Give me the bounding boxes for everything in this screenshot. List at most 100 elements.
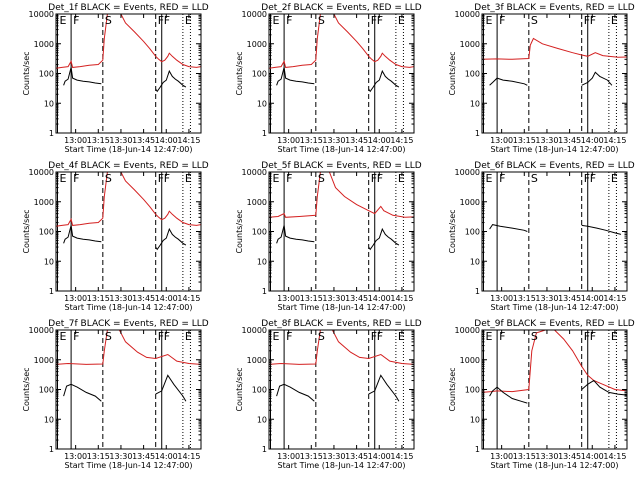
y-tick-label: 1 bbox=[262, 287, 267, 296]
x-tick-label: 13:15 bbox=[87, 452, 110, 461]
x-tick-label: 14:00 bbox=[368, 136, 391, 145]
lld-series-line bbox=[56, 14, 108, 69]
y-tick-label: 10 bbox=[470, 99, 480, 108]
marker-label: F bbox=[158, 330, 164, 343]
y-tick-label: 10000 bbox=[29, 10, 54, 19]
x-tick-label: 14:00 bbox=[581, 136, 604, 145]
x-tick-label: 13:45 bbox=[132, 136, 155, 145]
x-tick-label: 14:15 bbox=[603, 136, 626, 145]
y-axis-label: Counts/sec bbox=[235, 209, 244, 253]
y-tick-label: 10000 bbox=[242, 10, 267, 19]
y-tick-label: 10000 bbox=[29, 326, 54, 335]
events-series-line bbox=[155, 227, 187, 251]
marker-label: E bbox=[60, 14, 67, 27]
axes-frame bbox=[55, 13, 202, 134]
marker-label: E bbox=[611, 330, 618, 343]
lld-series-line bbox=[56, 172, 108, 227]
y-tick-label: 10000 bbox=[455, 10, 480, 19]
x-tick-label: 14:15 bbox=[390, 136, 413, 145]
axes-frame bbox=[55, 171, 202, 292]
x-tick-label: 13:00 bbox=[490, 294, 513, 303]
marker-label: F bbox=[73, 14, 79, 27]
y-tick-label: 1 bbox=[475, 287, 480, 296]
events-series-line bbox=[276, 225, 315, 244]
x-tick-label: 13:45 bbox=[345, 294, 368, 303]
y-tick-label: 100 bbox=[252, 386, 267, 395]
events-series-line bbox=[276, 383, 315, 402]
marker-label: F bbox=[73, 172, 79, 185]
marker-label: F bbox=[377, 330, 383, 343]
x-tick-label: 13:00 bbox=[277, 294, 300, 303]
marker-label: E bbox=[398, 14, 405, 27]
y-tick-label: 1 bbox=[49, 129, 54, 138]
x-tick-label: 13:30 bbox=[322, 294, 345, 303]
x-tick-label: 14:00 bbox=[155, 136, 178, 145]
x-tick-label: 13:45 bbox=[132, 452, 155, 461]
x-axis-label: Start Time (18-Jun-14 12:47:00) bbox=[65, 145, 193, 154]
x-tick-label: 13:00 bbox=[277, 136, 300, 145]
events-series-line bbox=[368, 69, 400, 93]
x-tick-label: 13:00 bbox=[64, 452, 87, 461]
marker-label: E bbox=[486, 14, 493, 27]
y-tick-label: 1000 bbox=[247, 198, 267, 207]
axes-frame bbox=[268, 13, 415, 134]
x-tick-label: 13:30 bbox=[322, 136, 345, 145]
marker-label: E bbox=[398, 330, 405, 343]
x-tick-label: 13:15 bbox=[513, 136, 536, 145]
y-tick-label: 10 bbox=[257, 257, 267, 266]
x-tick-label: 13:15 bbox=[87, 136, 110, 145]
marker-label: F bbox=[499, 172, 505, 185]
y-tick-label: 10 bbox=[44, 257, 54, 266]
y-tick-label: 10 bbox=[470, 415, 480, 424]
marker-label: S bbox=[318, 330, 325, 343]
marker-label: F bbox=[164, 330, 170, 343]
lld-series-line bbox=[269, 172, 321, 218]
lld-series-line bbox=[118, 330, 201, 365]
y-tick-label: 1 bbox=[475, 445, 480, 454]
marker-label: E bbox=[486, 172, 493, 185]
marker-label: E bbox=[398, 172, 405, 185]
y-tick-label: 10000 bbox=[242, 326, 267, 335]
y-tick-label: 1 bbox=[49, 287, 54, 296]
events-series-line bbox=[368, 227, 400, 251]
x-tick-label: 14:00 bbox=[581, 452, 604, 461]
events-series-line bbox=[155, 69, 187, 93]
plot-area bbox=[482, 14, 627, 133]
y-tick-label: 10000 bbox=[29, 168, 54, 177]
lld-series-line bbox=[269, 14, 321, 69]
x-tick-label: 13:45 bbox=[558, 136, 581, 145]
events-series-line bbox=[63, 67, 102, 86]
marker-label: S bbox=[105, 14, 112, 27]
lld-series-line bbox=[120, 14, 201, 68]
marker-label: F bbox=[371, 330, 377, 343]
x-tick-label: 14:00 bbox=[368, 294, 391, 303]
y-tick-label: 1 bbox=[49, 445, 54, 454]
chart-title: Det_7f BLACK = Events, RED = LLD bbox=[48, 319, 208, 329]
chart-title: Det_2f BLACK = Events, RED = LLD bbox=[261, 3, 421, 13]
plot-area bbox=[483, 172, 622, 291]
x-tick-label: 14:00 bbox=[155, 294, 178, 303]
y-tick-label: 100 bbox=[39, 228, 54, 237]
x-tick-label: 14:15 bbox=[390, 294, 413, 303]
marker-label: E bbox=[60, 172, 67, 185]
marker-label: F bbox=[164, 14, 170, 27]
x-tick-label: 14:15 bbox=[603, 452, 626, 461]
x-tick-label: 13:30 bbox=[535, 136, 558, 145]
marker-label: F bbox=[377, 14, 383, 27]
x-axis-label: Start Time (18-Jun-14 12:47:00) bbox=[278, 145, 406, 154]
x-tick-label: 13:30 bbox=[535, 452, 558, 461]
marker-label: F bbox=[371, 172, 377, 185]
events-series-line bbox=[581, 379, 627, 396]
axes-frame bbox=[55, 329, 202, 450]
y-tick-label: 100 bbox=[252, 228, 267, 237]
x-axis-label: Start Time (18-Jun-14 12:47:00) bbox=[278, 461, 406, 470]
chart-title: Det_3f BLACK = Events, RED = LLD bbox=[474, 3, 634, 13]
lld-series-line bbox=[333, 14, 414, 68]
x-tick-label: 13:15 bbox=[300, 136, 323, 145]
y-tick-label: 1000 bbox=[460, 198, 480, 207]
lld-series-line bbox=[554, 330, 627, 392]
